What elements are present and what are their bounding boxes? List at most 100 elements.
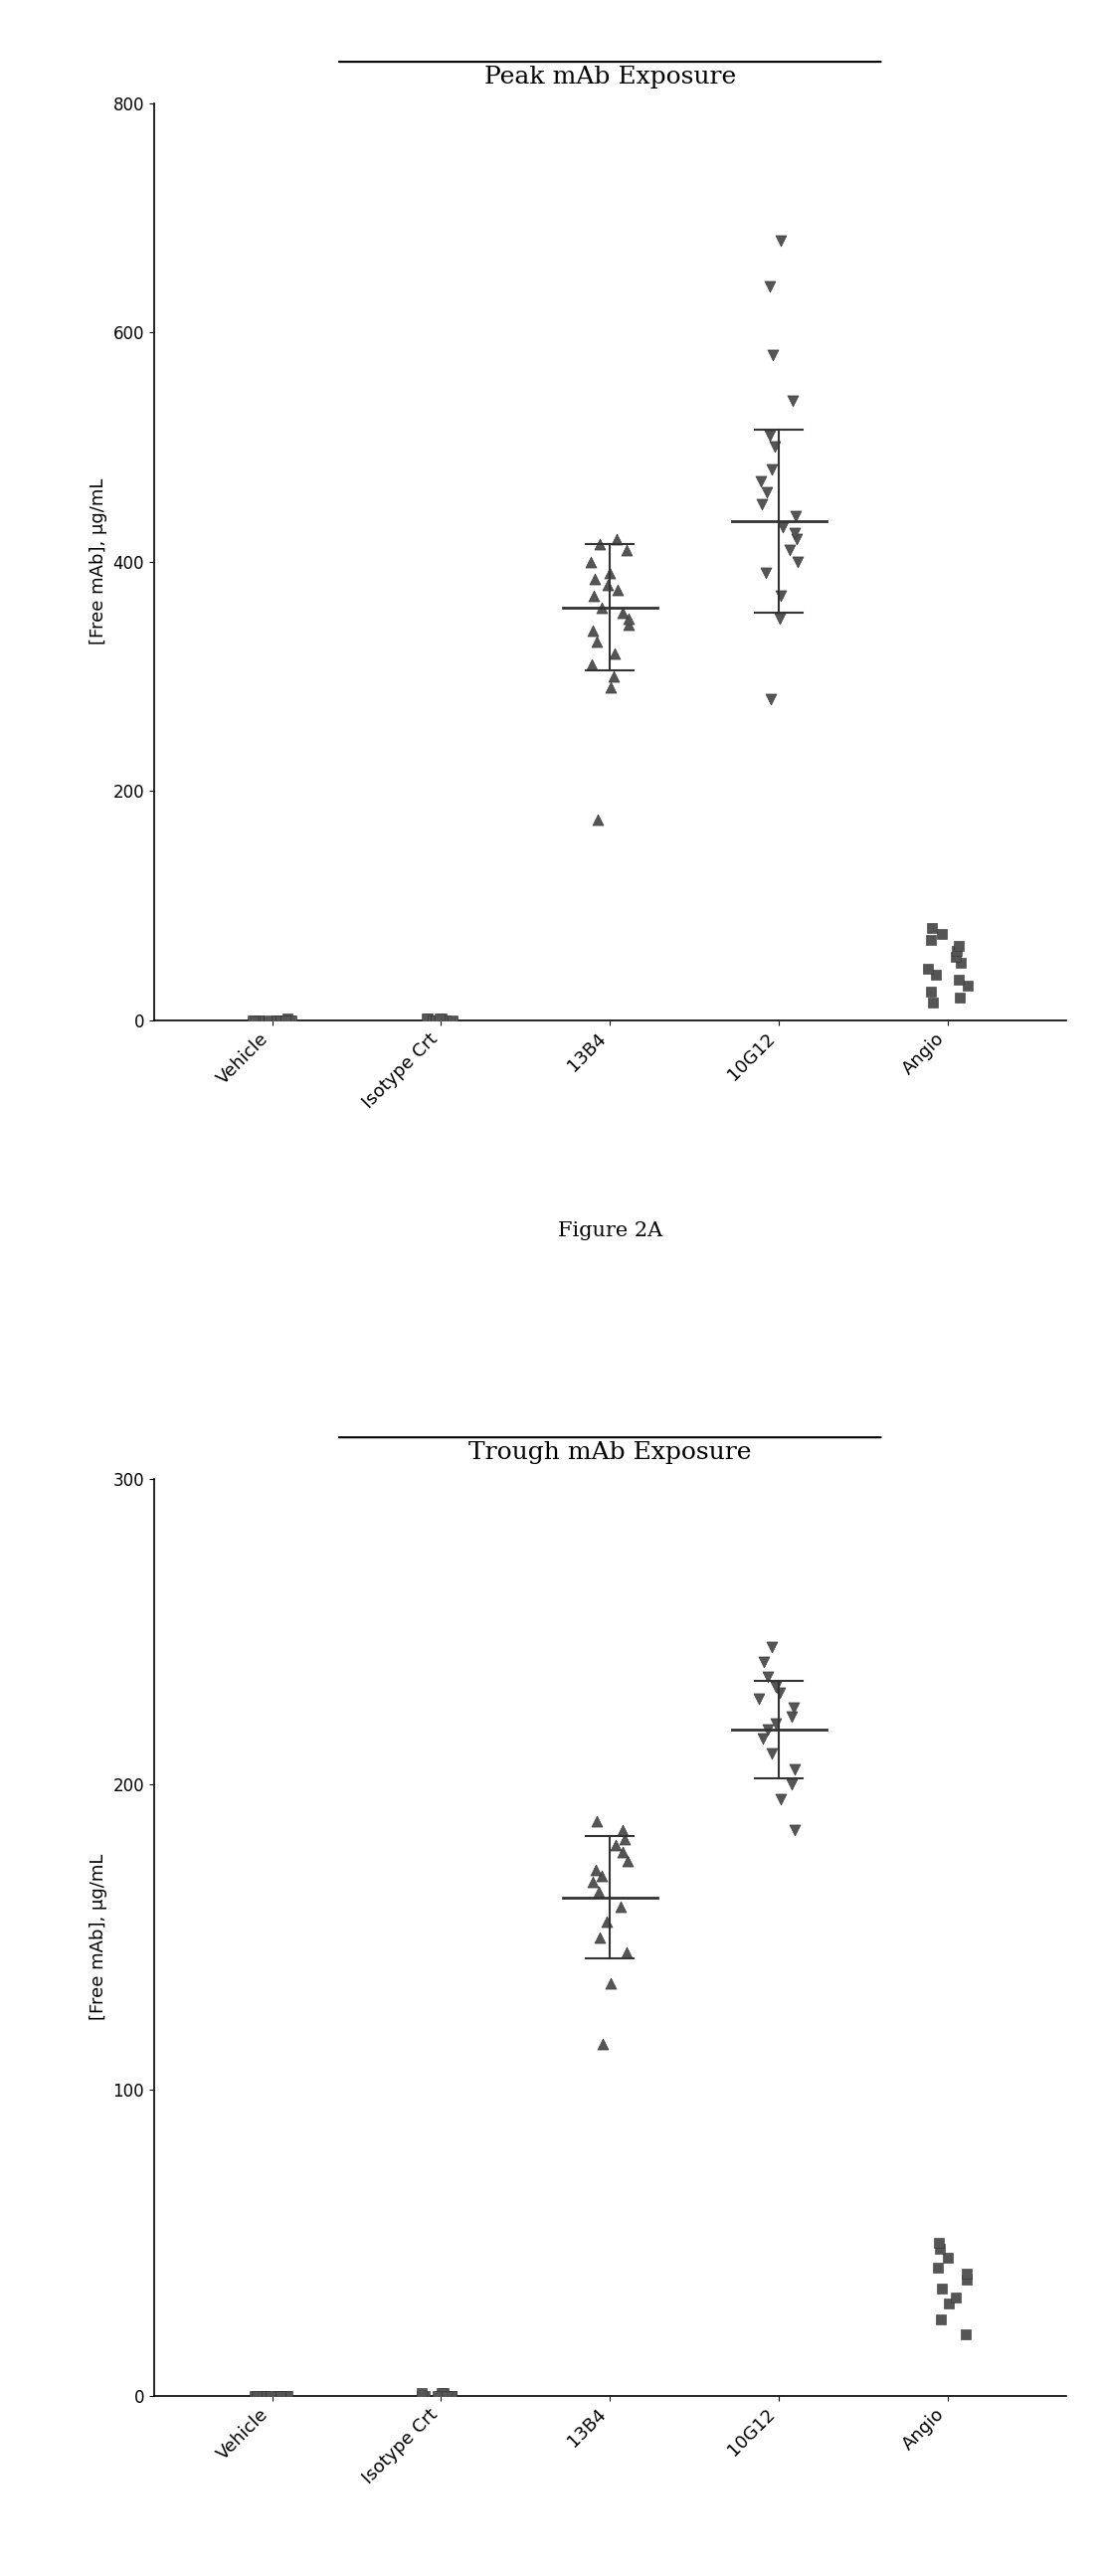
Point [763, 677, 780, 719]
Point [950, 958, 967, 999]
Point [755, 1641, 773, 1682]
Text: Figure 2A: Figure 2A [557, 1221, 663, 1242]
Point [279, 2375, 297, 2416]
Point [593, 2025, 611, 2066]
Point [782, 1765, 800, 1806]
Point [609, 569, 626, 611]
Point [611, 1886, 629, 1927]
Point [919, 948, 936, 989]
Point [256, 2375, 274, 2416]
Point [786, 513, 803, 554]
Point [766, 425, 784, 466]
Point [424, 999, 442, 1041]
Point [786, 1808, 803, 1850]
Point [282, 999, 300, 1041]
Point [592, 1855, 610, 1896]
Point [586, 559, 603, 600]
Point [256, 2375, 274, 2416]
Point [947, 938, 965, 979]
Point [784, 381, 801, 422]
Point [417, 2375, 434, 2416]
Point [588, 621, 606, 662]
Point [273, 2375, 290, 2416]
Point [430, 2375, 447, 2416]
Point [929, 2246, 946, 2287]
Point [421, 999, 439, 1041]
Point [245, 999, 263, 1041]
Point [604, 654, 622, 696]
Point [278, 999, 296, 1041]
Point [754, 484, 771, 526]
Point [788, 518, 806, 559]
Point [923, 907, 941, 948]
Point [432, 2375, 449, 2416]
Point [771, 219, 789, 260]
Point [767, 1667, 785, 1708]
Point [619, 1839, 636, 1880]
Point [782, 1698, 800, 1739]
Point [922, 920, 940, 961]
Point [761, 415, 778, 456]
Point [758, 1656, 776, 1698]
Point [931, 2228, 948, 2269]
Point [443, 2375, 460, 2416]
Point [591, 523, 609, 564]
Point [620, 598, 637, 639]
Point [271, 2375, 289, 2416]
Point [926, 953, 944, 994]
Point [267, 999, 285, 1041]
Point [433, 999, 451, 1041]
Point [591, 1917, 609, 1958]
Point [774, 507, 791, 549]
Point [617, 1819, 634, 1860]
Point [430, 999, 447, 1041]
Point [932, 2298, 950, 2339]
Point [762, 265, 779, 307]
Point [957, 2254, 975, 2295]
Point [277, 999, 295, 1041]
Point [245, 2375, 263, 2416]
Point [940, 2282, 957, 2324]
Point [249, 999, 267, 1041]
Point [420, 999, 437, 1041]
Point [608, 518, 625, 559]
Point [278, 2375, 296, 2416]
Point [426, 999, 444, 1041]
Title: Peak mAb Exposure: Peak mAb Exposure [484, 67, 736, 88]
Point [764, 335, 781, 376]
Point [588, 1801, 606, 1842]
Point [933, 914, 951, 956]
Point [271, 999, 289, 1041]
Point [589, 799, 607, 840]
Point [930, 2223, 947, 2264]
Point [763, 1734, 780, 1775]
Point [754, 1718, 771, 1759]
Point [958, 2259, 976, 2300]
Point [249, 999, 267, 1041]
Point [770, 1672, 788, 1713]
Point [598, 1901, 615, 1942]
Point [420, 999, 437, 1041]
Title: Trough mAb Exposure: Trough mAb Exposure [468, 1443, 752, 1463]
Point [752, 461, 769, 502]
Point [950, 925, 967, 966]
Point [263, 2375, 280, 2416]
Point [771, 574, 789, 616]
Point [763, 448, 780, 489]
Point [582, 644, 600, 685]
Point [939, 2239, 956, 2280]
Point [952, 943, 969, 984]
Point [601, 551, 619, 592]
Point [958, 966, 976, 1007]
Point [593, 587, 611, 629]
Point [751, 1677, 768, 1718]
Point [770, 598, 788, 639]
Point [599, 564, 617, 605]
Point [613, 1808, 631, 1850]
Point [781, 531, 799, 572]
Point [613, 592, 631, 634]
Point [771, 1780, 789, 1821]
Point [952, 976, 969, 1018]
Point [786, 1749, 803, 1790]
Point [248, 2375, 266, 2416]
